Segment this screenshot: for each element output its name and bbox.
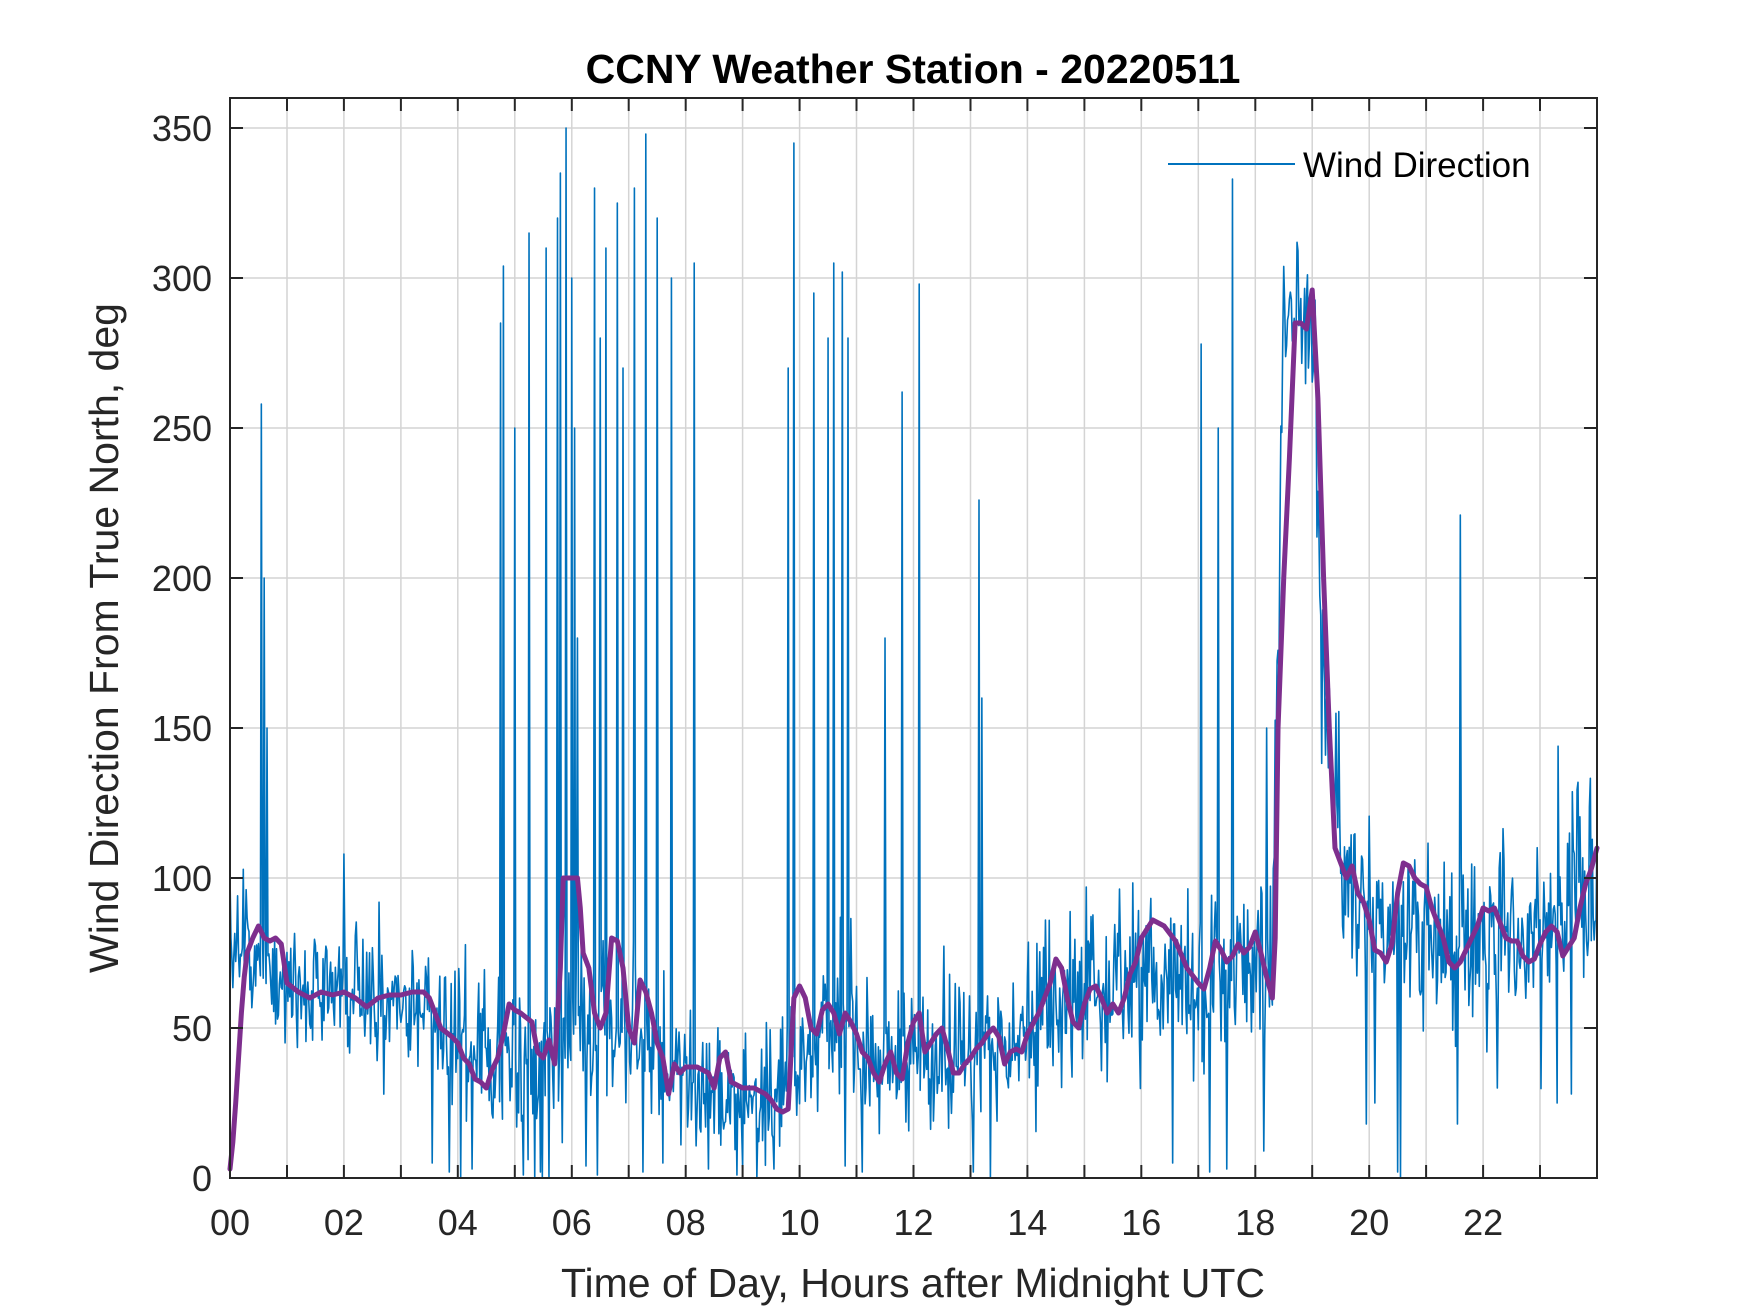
x-tick-label: 18 xyxy=(1235,1202,1275,1243)
chart-title: CCNY Weather Station - 20220511 xyxy=(586,46,1241,92)
x-axis-label: Time of Day, Hours after Midnight UTC xyxy=(561,1260,1265,1306)
x-tick-label: 12 xyxy=(893,1202,933,1243)
y-tick-label: 300 xyxy=(152,258,212,299)
series-moving-average xyxy=(227,287,1600,1172)
x-tick-label: 00 xyxy=(210,1202,250,1243)
y-tick-label: 200 xyxy=(152,558,212,599)
legend[interactable]: Wind Direction xyxy=(1168,146,1531,185)
y-tick-labels: 0 50 100 150 200 250 300 350 xyxy=(152,108,212,1199)
series-wind-direction xyxy=(229,127,1598,1179)
axes-box xyxy=(229,97,1598,1179)
x-tick-label: 16 xyxy=(1121,1202,1161,1243)
y-tick-label: 150 xyxy=(152,708,212,749)
x-tick-label: 14 xyxy=(1007,1202,1047,1243)
y-tick-label: 350 xyxy=(152,108,212,149)
x-tick-label: 20 xyxy=(1349,1202,1389,1243)
x-tick-label: 22 xyxy=(1463,1202,1503,1243)
series-layer xyxy=(227,127,1600,1179)
y-tick-label: 0 xyxy=(192,1158,212,1199)
x-tick-label: 02 xyxy=(324,1202,364,1243)
x-tick-label: 10 xyxy=(780,1202,820,1243)
y-axis-label: Wind Direction From True North, deg xyxy=(81,303,127,973)
x-tick-labels: 00 02 04 06 08 10 12 14 16 18 20 22 xyxy=(210,1202,1503,1243)
legend-label-wind-direction: Wind Direction xyxy=(1303,146,1531,185)
x-tick-label: 08 xyxy=(666,1202,706,1243)
y-tick-label: 100 xyxy=(152,858,212,899)
y-tick-label: 50 xyxy=(172,1008,212,1049)
x-tick-label: 06 xyxy=(552,1202,592,1243)
x-tick-label: 04 xyxy=(438,1202,478,1243)
y-tick-label: 250 xyxy=(152,408,212,449)
